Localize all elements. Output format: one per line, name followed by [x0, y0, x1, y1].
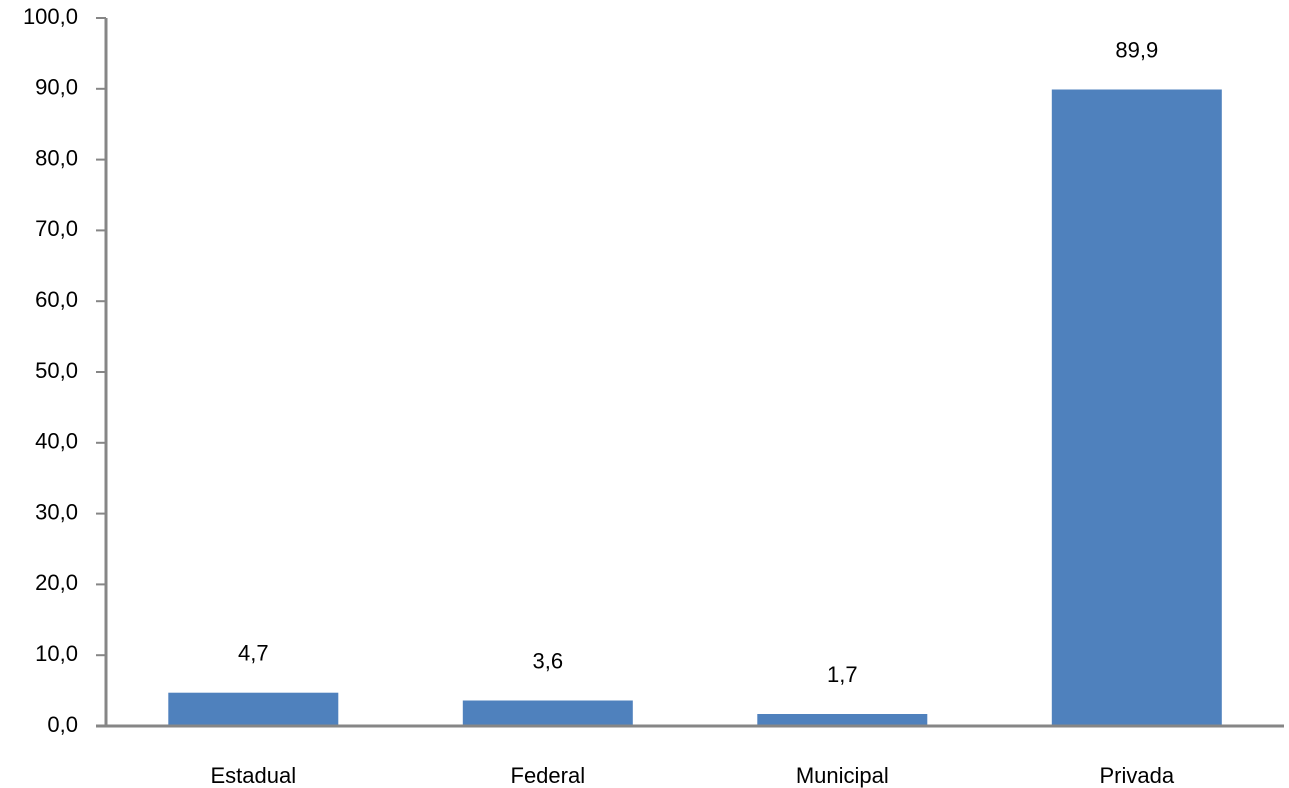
category-label-federal: Federal	[511, 763, 586, 788]
y-tick-label: 0,0	[47, 712, 78, 737]
y-tick-label: 40,0	[35, 429, 78, 454]
data-label-privada: 89,9	[1115, 37, 1158, 62]
category-label-municipal: Municipal	[796, 763, 889, 788]
labels-group: 4,7 Estadual 3,6 Federal 1,7 Municipal 89,9 Pri…	[23, 4, 1175, 788]
y-tick-label: 10,0	[35, 641, 78, 666]
category-label-estadual: Estadual	[210, 763, 296, 788]
bar-federal	[462, 700, 633, 726]
y-tick-label: 50,0	[35, 358, 78, 383]
y-tick-label: 100,0	[23, 4, 78, 29]
y-tick-label: 80,0	[35, 145, 78, 170]
data-label-municipal: 1,7	[827, 662, 858, 687]
bar-estadual	[168, 692, 339, 726]
y-tick-label: 30,0	[35, 499, 78, 524]
bars-group	[168, 89, 1222, 726]
y-tick-label: 90,0	[35, 75, 78, 100]
y-tick-label: 60,0	[35, 287, 78, 312]
data-label-federal: 3,6	[533, 648, 564, 673]
bar-privada	[1051, 89, 1222, 726]
y-tick-label: 20,0	[35, 570, 78, 595]
bar-municipal	[757, 714, 928, 726]
axes-group	[96, 17, 1284, 728]
y-tick-label: 70,0	[35, 216, 78, 241]
category-label-privada: Privada	[1100, 763, 1175, 788]
data-label-estadual: 4,7	[238, 641, 269, 666]
